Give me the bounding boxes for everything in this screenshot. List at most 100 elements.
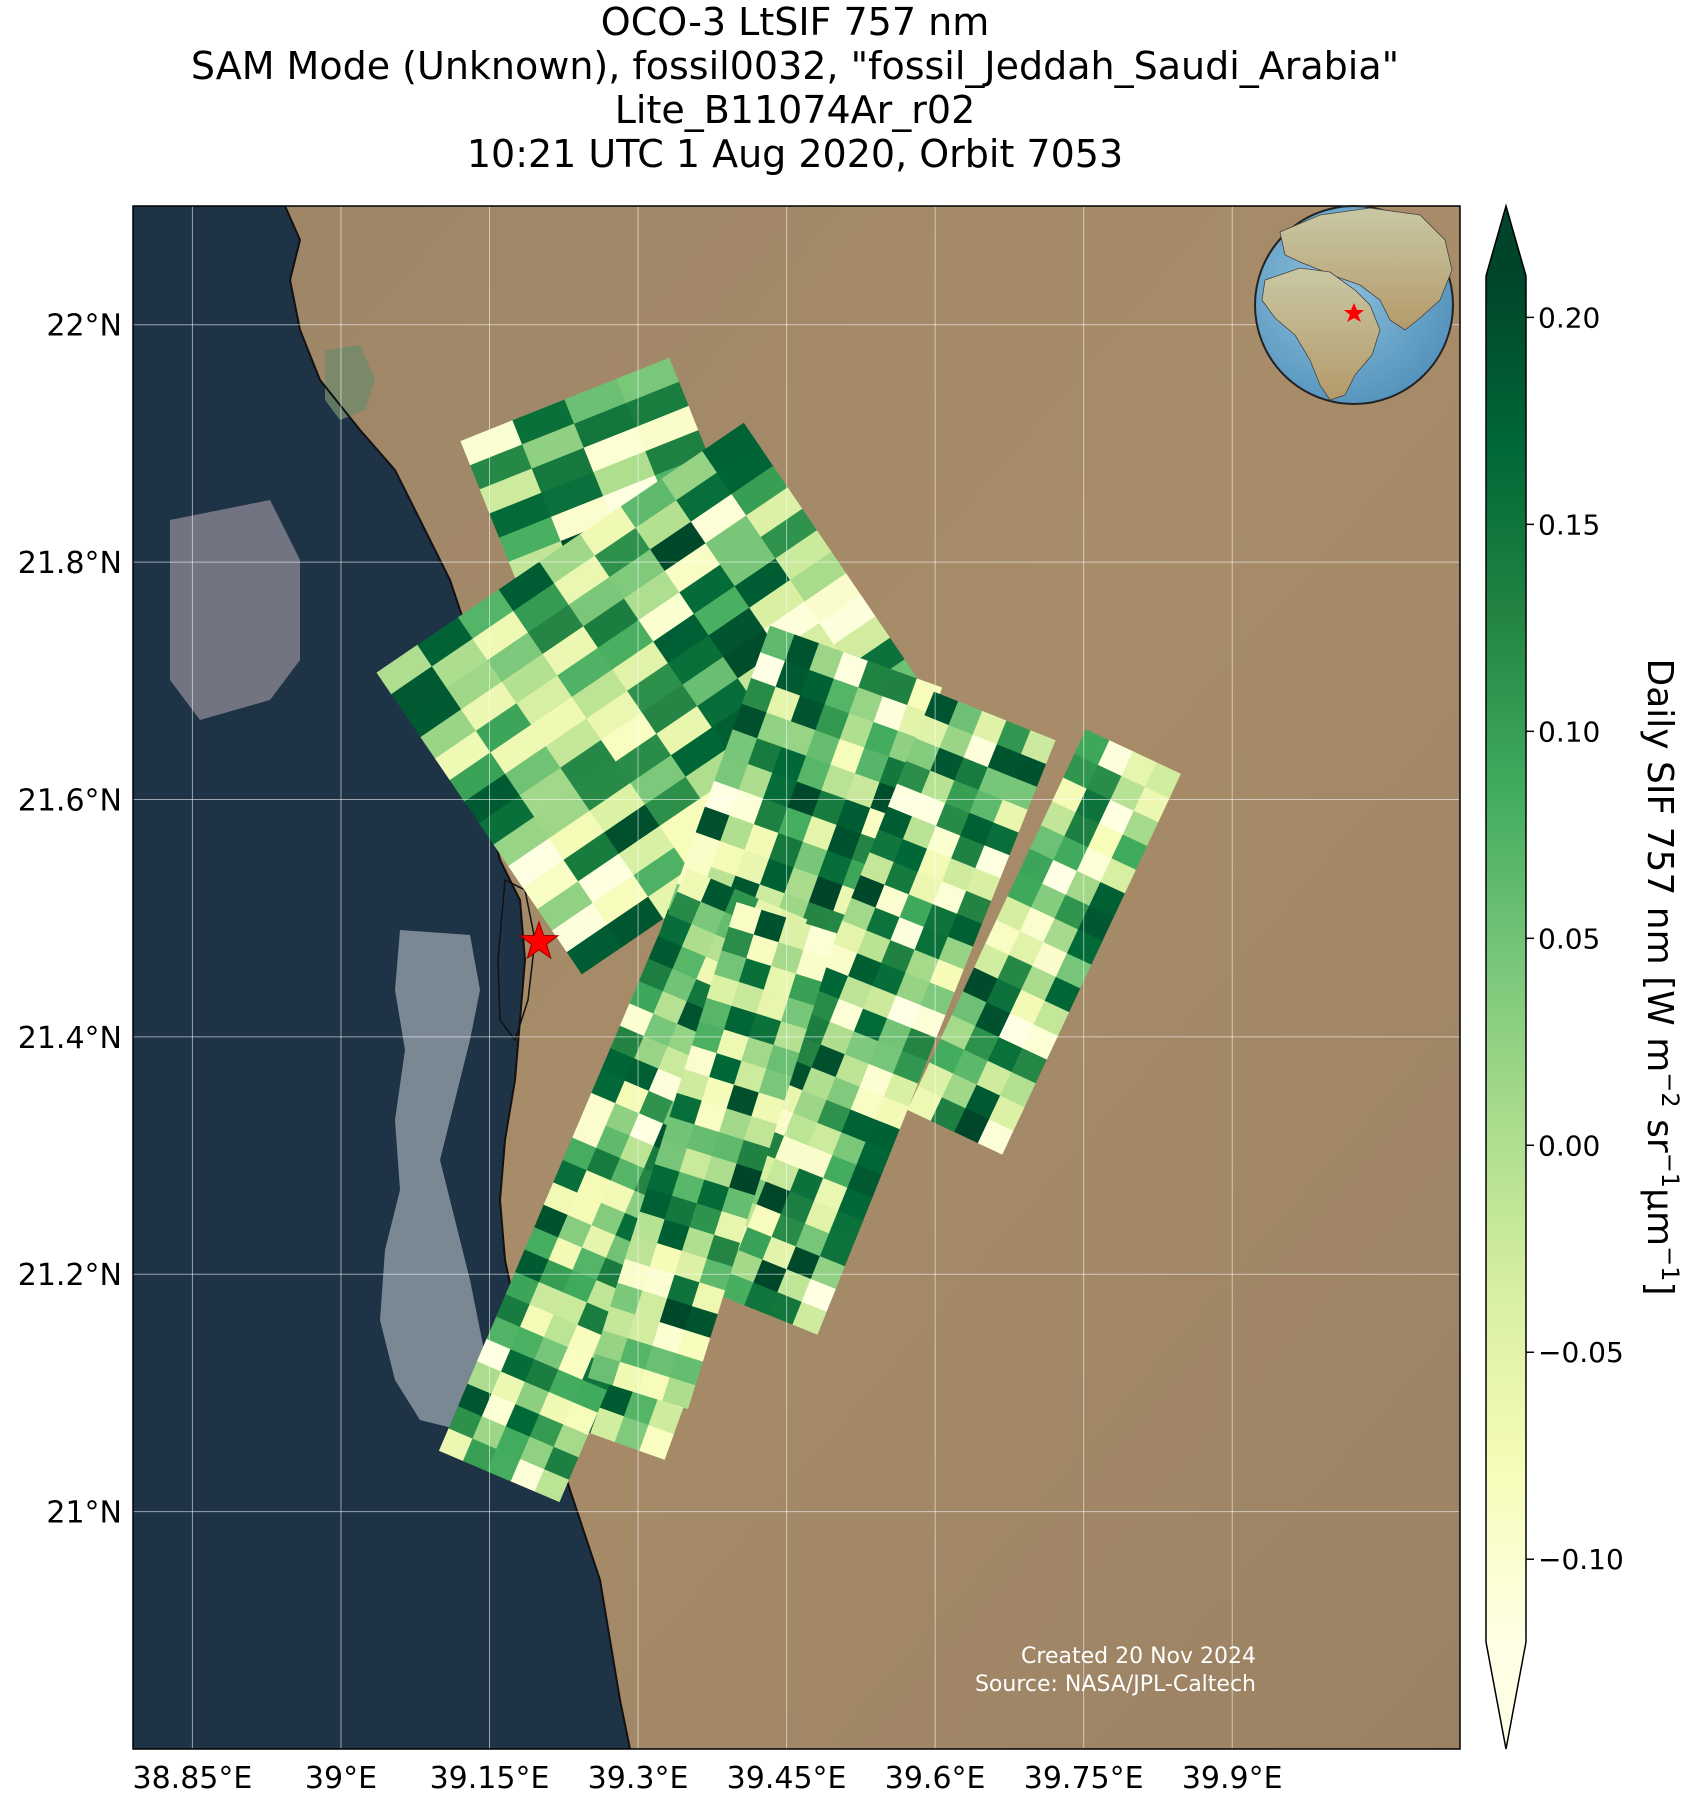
sif-cell: [741, 1036, 775, 1069]
sif-cell: [839, 712, 875, 748]
sif-cell: [671, 727, 728, 778]
sif-cell: [878, 1017, 913, 1052]
sif-cell: [921, 769, 956, 804]
longitude-axis: 38.85°E 39°E 39.15°E 39.3°E 39.45°E 39.6°E 39.…: [132, 1761, 1282, 1795]
sif-cell: [607, 896, 665, 947]
sif-cell: [939, 724, 974, 758]
sif-cell: [766, 1044, 800, 1077]
sif-cell: [932, 880, 968, 915]
sif-cell: [731, 465, 789, 517]
sif-cell: [644, 1344, 679, 1378]
sif-cell: [599, 1380, 635, 1417]
sif-cell: [684, 1305, 718, 1338]
sif-cell: [486, 1447, 522, 1482]
sif-cell: [662, 1376, 696, 1410]
sif-cell: [915, 714, 950, 749]
sif-cell: [545, 717, 603, 769]
sif-cell: [899, 893, 935, 928]
sif-cell: [704, 779, 740, 816]
sif-cell: [527, 604, 585, 655]
sif-cell: [620, 1134, 655, 1169]
sif-cell: [563, 831, 621, 883]
sif-cell: [644, 776, 702, 827]
sif-cell: [637, 1368, 671, 1402]
sif-cell: [537, 880, 595, 932]
sif-cell: [787, 780, 823, 817]
sif-cell: [966, 867, 1001, 901]
sif-cell: [653, 990, 689, 1025]
sif-cell: [976, 1059, 1013, 1096]
sif-cell: [458, 588, 515, 640]
sif-cell: [591, 1201, 627, 1236]
sif-cell: [558, 1214, 593, 1248]
sif-cell: [832, 1131, 867, 1166]
sif-cell: [962, 966, 999, 1003]
lat-tick-label: 21.6°N: [18, 783, 122, 818]
sif-cell: [624, 1234, 659, 1268]
sif-cell: [902, 1027, 937, 1061]
sif-cell: [534, 1336, 570, 1370]
sif-cell: [464, 773, 521, 824]
sif-cell: [420, 708, 478, 760]
sif-cell: [1100, 857, 1137, 894]
lat-tick-label: 21.2°N: [18, 1258, 122, 1293]
sif-cell: [802, 1066, 837, 1101]
sif-cell: [940, 1014, 977, 1051]
sif-cell: [610, 1024, 646, 1059]
sif-cell: [664, 1194, 699, 1228]
sif-cell: [572, 1246, 608, 1281]
globe-land-europe-asia: [1279, 207, 1453, 331]
sif-cell: [749, 579, 806, 630]
sif-cell: [762, 1235, 797, 1270]
sif-cell: [864, 721, 900, 757]
lon-tick-label: 39.45°E: [727, 1761, 847, 1795]
sif-cell: [792, 1300, 827, 1335]
sif-cell: [998, 1012, 1035, 1049]
sif-cell: [544, 1445, 579, 1480]
title-line-1: OCO-3 LtSIF 757 nm: [600, 0, 990, 44]
sif-cell: [574, 402, 637, 449]
sif-cell: [808, 875, 844, 912]
sif-cell: [964, 1025, 1001, 1062]
sif-cell: [756, 1180, 792, 1215]
sif-cell: [577, 1301, 613, 1336]
sif-cell: [590, 1406, 626, 1443]
sif-cell: [593, 450, 657, 497]
sif-cell: [505, 1403, 541, 1437]
colorbar-outline: [1485, 203, 1527, 1750]
sif-cell: [708, 607, 766, 658]
sif-cell: [592, 874, 650, 926]
sif-cell: [751, 1091, 785, 1125]
sif-cell: [605, 1102, 641, 1136]
sif-cell: [993, 798, 1029, 833]
sif-cell: [586, 1146, 622, 1181]
sif-cell: [771, 941, 805, 974]
sif-cell: [857, 929, 892, 964]
sif-cell: [639, 1186, 674, 1220]
sif-cell: [1021, 730, 1056, 764]
sif-cell: [855, 746, 890, 783]
sif-cell: [808, 1121, 843, 1156]
sif-cell: [679, 1147, 713, 1180]
coast-island-outline: [497, 878, 536, 1042]
sif-cell: [858, 660, 894, 697]
sif-cell: [953, 1048, 989, 1085]
credit-source: Source: NASA/JPL-Caltech: [974, 1672, 1256, 1697]
sif-cell: [490, 724, 548, 775]
sif-cell: [923, 903, 959, 937]
sif-cell: [567, 1191, 603, 1226]
colorbar-ticks: 0.20 0.15 0.10 0.05 0.00 −0.05 −0.10: [1526, 301, 1624, 1576]
sif-cell: [658, 913, 693, 947]
sif-cell: [753, 797, 789, 834]
sif-cell: [620, 478, 678, 529]
sif-cell: [957, 890, 992, 924]
colorbar-gradient: [1486, 276, 1526, 1642]
sif-cell: [1075, 787, 1112, 824]
sif-cell: [1044, 976, 1081, 1013]
sif-cell: [1097, 740, 1134, 777]
sif-cell: [1144, 762, 1181, 799]
sif-cell: [930, 746, 965, 781]
sif-cell: [700, 878, 736, 913]
sif-cell: [499, 516, 562, 563]
sif-cell: [695, 805, 731, 842]
